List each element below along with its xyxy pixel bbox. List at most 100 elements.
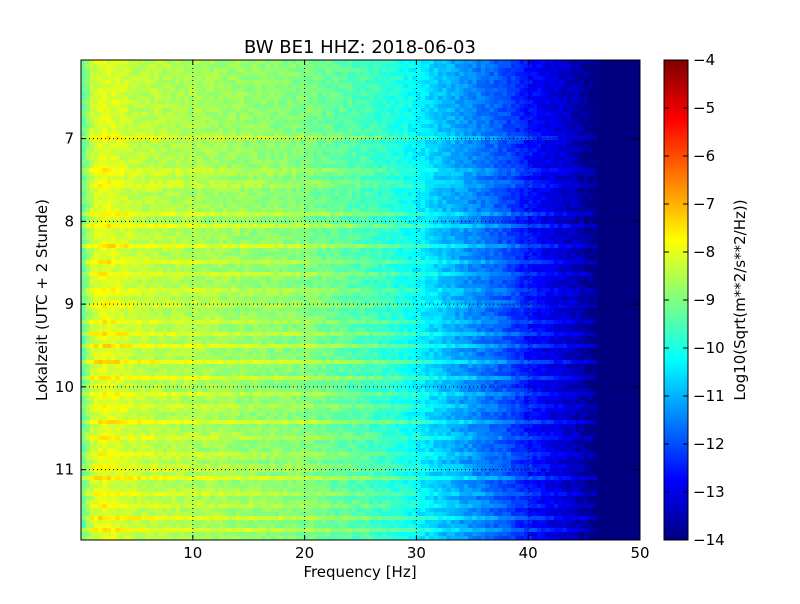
heatmap-cell xyxy=(261,116,267,121)
heatmap-cell xyxy=(240,204,245,209)
heatmap-cell xyxy=(304,200,310,205)
heatmap-cell xyxy=(98,92,104,97)
heatmap-cell xyxy=(541,208,546,213)
heatmap-cell xyxy=(330,80,336,85)
heatmap-cell xyxy=(549,168,555,173)
heatmap-cell xyxy=(446,136,452,141)
heatmap-cell xyxy=(579,132,585,137)
heatmap-cell xyxy=(356,164,362,169)
heatmap-cell xyxy=(214,132,220,137)
heatmap-cell xyxy=(562,120,568,125)
heatmap-cell xyxy=(343,124,349,129)
heatmap-cell xyxy=(597,144,602,149)
heatmap-cell xyxy=(493,84,499,89)
heatmap-cell xyxy=(523,168,529,173)
heatmap-cell xyxy=(407,144,413,149)
heatmap-cell xyxy=(390,64,396,69)
heatmap-cell xyxy=(588,76,594,81)
heatmap-cell xyxy=(222,108,228,113)
heatmap-cell xyxy=(622,112,628,117)
heatmap-cell xyxy=(373,76,379,81)
heatmap-cell xyxy=(162,128,168,133)
heatmap-cell xyxy=(618,136,624,141)
heatmap-cell xyxy=(622,92,628,97)
heatmap-cell xyxy=(197,184,202,189)
heatmap-cell xyxy=(201,204,207,209)
heatmap-cell xyxy=(210,176,215,181)
heatmap-cell xyxy=(605,168,611,173)
heatmap-cell xyxy=(472,204,478,209)
heatmap-cell xyxy=(115,88,121,93)
heatmap-cell xyxy=(605,208,611,213)
heatmap-cell xyxy=(300,124,306,129)
heatmap-cell xyxy=(154,184,159,189)
heatmap-cell xyxy=(356,200,362,205)
heatmap-cell xyxy=(386,120,392,125)
heatmap-cell xyxy=(162,148,168,153)
heatmap-cell xyxy=(111,120,116,125)
heatmap-cell xyxy=(81,84,86,89)
heatmap-cell xyxy=(468,172,473,177)
heatmap-cell xyxy=(317,160,323,165)
heatmap-cell xyxy=(184,60,190,65)
heatmap-cell xyxy=(149,192,155,197)
heatmap-cell xyxy=(377,64,383,69)
heatmap-cell xyxy=(597,132,602,137)
heatmap-cell xyxy=(145,68,151,73)
heatmap-cell xyxy=(227,84,233,89)
heatmap-cell xyxy=(184,144,190,149)
heatmap-cell xyxy=(171,192,177,197)
heatmap-cell xyxy=(498,60,503,65)
heatmap-cell xyxy=(622,68,628,73)
heatmap-cell xyxy=(528,124,534,129)
heatmap-cell xyxy=(532,164,538,169)
heatmap-cell xyxy=(244,148,250,153)
heatmap-cell xyxy=(571,84,577,89)
heatmap-cell xyxy=(115,144,121,149)
heatmap-cell xyxy=(111,128,116,133)
heatmap-cell xyxy=(308,124,314,129)
heatmap-cell xyxy=(429,148,435,153)
heatmap-cell xyxy=(627,120,632,125)
heatmap-cell xyxy=(287,168,293,173)
heatmap-cell xyxy=(317,108,323,113)
heatmap-cell xyxy=(601,116,607,121)
heatmap-cell xyxy=(132,160,138,165)
heatmap-cell xyxy=(433,88,439,93)
heatmap-cell xyxy=(386,72,392,77)
heatmap-cell xyxy=(326,64,331,69)
heatmap-cell xyxy=(313,108,319,113)
heatmap-cell xyxy=(231,72,237,77)
heatmap-cell xyxy=(386,168,392,173)
heatmap-cell xyxy=(425,148,430,153)
heatmap-cell xyxy=(519,132,525,137)
heatmap-cell xyxy=(588,156,594,161)
heatmap-cell xyxy=(420,120,426,125)
heatmap-cell xyxy=(321,172,327,177)
heatmap-cell xyxy=(98,80,104,85)
heatmap-cell xyxy=(222,112,228,117)
heatmap-cell xyxy=(300,188,306,193)
heatmap-cell xyxy=(231,120,237,125)
heatmap-cell xyxy=(106,144,112,149)
heatmap-cell xyxy=(197,120,202,125)
heatmap-cell xyxy=(622,128,628,133)
heatmap-cell xyxy=(330,116,336,121)
heatmap-cell xyxy=(558,136,564,141)
heatmap-cell xyxy=(390,128,396,133)
heatmap-cell xyxy=(115,108,121,113)
heatmap-cell xyxy=(93,76,99,81)
heatmap-cell xyxy=(584,152,589,157)
heatmap-cell xyxy=(532,124,538,129)
heatmap-cell xyxy=(132,88,138,93)
heatmap-cell xyxy=(158,112,164,117)
heatmap-cell xyxy=(360,128,366,133)
heatmap-cell xyxy=(334,204,340,209)
heatmap-cell xyxy=(347,64,353,69)
heatmap-cell xyxy=(394,168,400,173)
heatmap-cell xyxy=(614,76,620,81)
heatmap-cell xyxy=(459,160,465,165)
heatmap-cell xyxy=(347,76,353,81)
heatmap-cell xyxy=(158,136,164,141)
heatmap-cell xyxy=(485,96,491,101)
